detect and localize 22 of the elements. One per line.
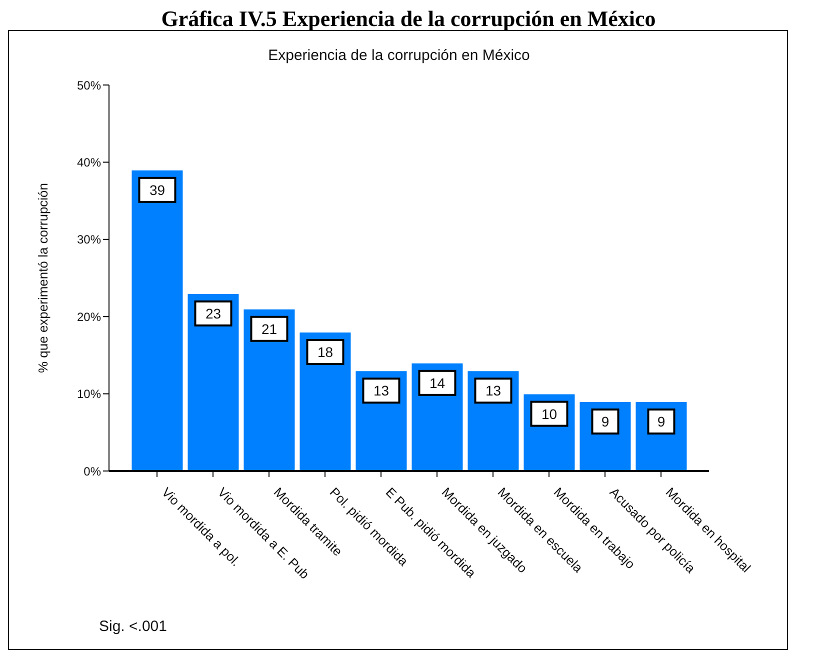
- data-label: 9: [657, 414, 666, 430]
- text: Sig. <.001: [99, 618, 167, 635]
- bar: [186, 292, 240, 471]
- data-label: 18: [317, 344, 334, 360]
- y-tick-label: 0%: [84, 464, 102, 478]
- data-label: 39: [149, 182, 166, 198]
- data-label: 14: [429, 374, 446, 391]
- data-label: 9: [601, 414, 610, 430]
- y-tick-label: 50%: [76, 78, 102, 92]
- data-label: 13: [485, 382, 502, 399]
- data-label: 21: [261, 320, 278, 337]
- y-tick-label: 40%: [76, 155, 102, 170]
- data-label: 13: [373, 382, 390, 399]
- chart-subtitle: Experiencia de la corrupción en México: [267, 47, 531, 64]
- y-tick-label: 10%: [76, 387, 102, 402]
- y-tick-label: 30%: [76, 232, 102, 247]
- chart-title: Gráfica IV.5 Experiencia de la corrupción en México: [160, 6, 657, 31]
- y-axis-title: % que experimentó la corrupción: [36, 182, 51, 374]
- y-tick-label: 20%: [76, 310, 102, 324]
- data-label: 10: [541, 406, 558, 422]
- bar: [130, 169, 184, 471]
- data-label: 23: [205, 305, 222, 322]
